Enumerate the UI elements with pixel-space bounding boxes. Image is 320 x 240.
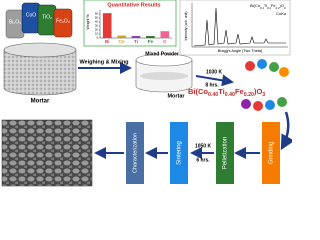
xrd-sample: Bi(Co0.4Ti0.4Fe0.2)O3	[250, 3, 286, 10]
subscript: 0.20	[244, 92, 254, 98]
reagent-label: Fe₂O₃	[56, 18, 70, 24]
x-tick-label: Co	[119, 39, 125, 44]
xrd-pattern	[193, 7, 286, 47]
y-tick-label: 20	[95, 28, 99, 32]
xrd-y-label: Intensity (arb. unit)	[184, 12, 188, 41]
step-label: Characterization	[132, 133, 138, 173]
subscript: 0.2	[276, 6, 280, 10]
subscript: 0.4	[260, 6, 264, 10]
formula-part: Ti	[264, 3, 267, 8]
subscript: 3	[262, 92, 265, 98]
y-tick-label: 0	[96, 36, 98, 40]
temperature: 1030 K	[206, 69, 223, 75]
subscript: 3	[284, 6, 286, 10]
formula-part: Bi(Co	[188, 87, 208, 96]
xrd-x-label: Bragg's Angle (Two Theta)	[218, 49, 263, 53]
subscript: 0.40	[208, 92, 218, 98]
edx-panel	[83, 0, 177, 47]
mixed-mortar	[135, 53, 193, 93]
x-tick-label: Ti	[134, 39, 138, 44]
product-formula: Bi(Co0.40Ti0.40Fe0.20)O3	[188, 87, 265, 98]
subscript: 0.40	[225, 92, 235, 98]
formula-part: )O	[254, 87, 262, 96]
step-label: Pelletization	[223, 137, 229, 169]
sem-image	[1, 119, 93, 187]
step-label: Sintering	[177, 141, 183, 165]
arrow	[195, 74, 234, 87]
mortar-label: Mortar	[31, 99, 50, 105]
formula-part: Fe	[235, 87, 244, 96]
edx-y-label: Weight %	[86, 15, 90, 30]
bar	[131, 36, 141, 38]
bar	[160, 31, 170, 38]
mortar-label: Mortar	[167, 93, 185, 99]
subscript: 0.4	[267, 6, 271, 10]
y-tick-label: 60	[95, 12, 99, 16]
time: 8 hrs.	[205, 82, 219, 88]
x-tick-label: O	[163, 39, 167, 44]
grinding-box	[262, 122, 280, 184]
y-tick-label: 30	[95, 24, 99, 28]
bar	[102, 13, 112, 38]
reagent-label: TiO₂	[42, 14, 52, 20]
formula-part: Fe	[271, 3, 276, 8]
temperature: 1050 K	[195, 143, 212, 149]
time: 6 hrs.	[196, 157, 210, 163]
bar	[146, 36, 155, 38]
mixed-powder-label: Mixed Powder	[145, 51, 179, 57]
y-tick-label: 40	[95, 20, 99, 24]
x-tick-label: Bi	[105, 39, 110, 44]
y-tick-label: 10	[95, 32, 99, 36]
x-tick-label: Fe	[148, 39, 154, 44]
reagent-label: CoO	[26, 12, 36, 18]
xrd-source: CuKα	[276, 11, 287, 16]
sintering-box	[170, 122, 188, 184]
particles	[241, 59, 289, 111]
formula-part: )O	[280, 3, 284, 8]
characterization-box	[126, 122, 144, 184]
arrow	[280, 111, 295, 151]
formula-part: Bi(Co	[250, 3, 261, 8]
mortar	[3, 42, 77, 96]
reagent-label: Bi₂O₃	[9, 19, 21, 25]
pelletization-box	[216, 122, 234, 184]
step-label: Weighing & Mixing	[79, 59, 128, 65]
y-tick-label: 50	[95, 16, 99, 20]
bar	[117, 35, 126, 38]
xrd-panel	[179, 0, 291, 56]
step-label: Grinding	[269, 142, 275, 165]
formula-part: Ti	[218, 87, 225, 96]
reagent-bottles	[5, 2, 73, 39]
edx-title: Quantitative Results	[107, 2, 160, 8]
diagram: Bi₂O₃ CoO TiO₂ Fe₂O₃ Mortar Weighing & M…	[1, 0, 295, 187]
